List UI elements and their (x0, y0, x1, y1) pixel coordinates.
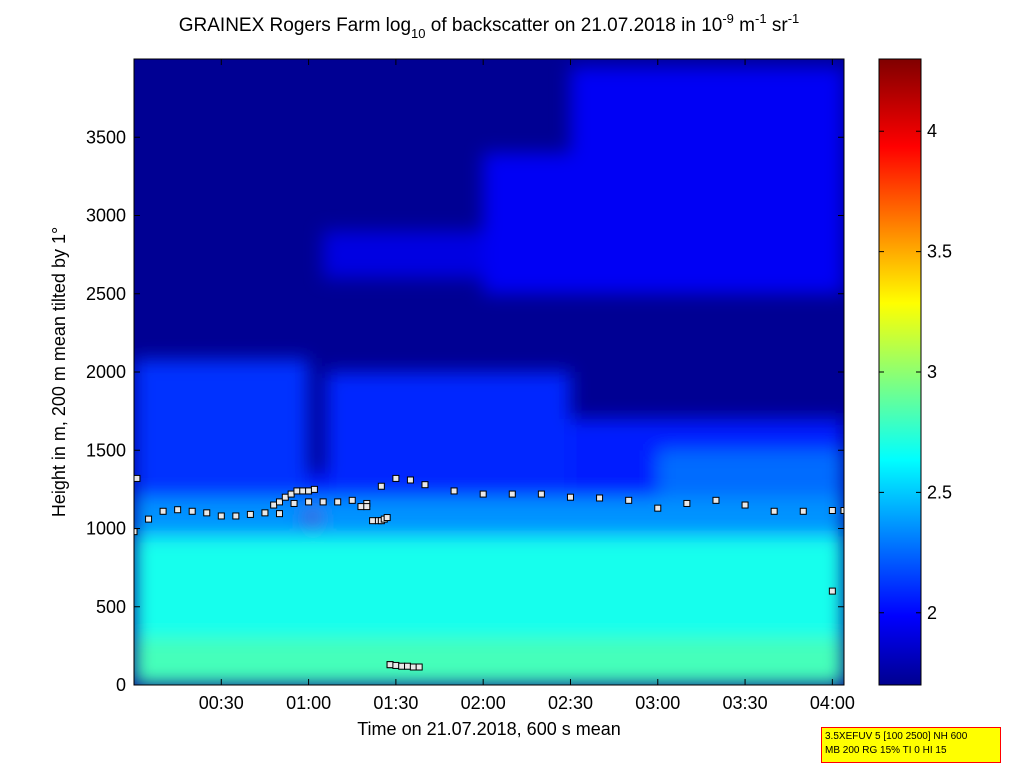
layer-height-marker (537, 490, 545, 498)
layer-height-marker (409, 663, 417, 671)
y-axis-label: Height in m, 200 m mean tilted by 1° (49, 227, 69, 517)
layer-height-marker (386, 661, 394, 669)
layer-height-marker (392, 661, 400, 669)
layer-height-marker (334, 498, 342, 506)
layer-height-marker (840, 507, 844, 515)
x-tick-label: 00:30 (199, 693, 244, 713)
y-tick-label: 500 (96, 597, 126, 617)
layer-height-marker (404, 662, 412, 670)
layer-height-marker (261, 509, 269, 517)
heatmap-cell (570, 66, 844, 169)
heatmap-cell (483, 152, 844, 294)
layer-height-marker (683, 499, 691, 507)
colorbar-tick-label: 3.5 (927, 242, 952, 262)
layer-height-marker (421, 481, 429, 489)
layer-height-marker (596, 494, 604, 502)
layer-height-marker (398, 662, 406, 670)
layer-height-marker (770, 507, 778, 515)
layer-height-marker (134, 528, 138, 536)
heatmap-cell (657, 450, 844, 498)
layer-height-marker (377, 482, 385, 490)
layer-height-marker (348, 496, 356, 504)
layer-height-marker (174, 506, 182, 514)
layer-height-marker (290, 499, 298, 507)
layer-height-marker (363, 503, 371, 511)
heatmap-cell (308, 514, 318, 521)
y-tick-label: 1000 (86, 519, 126, 539)
layer-height-marker (275, 510, 283, 518)
colorbar-axis: 2 2.5 3 3.5 4 (879, 121, 952, 623)
layer-height-marker (299, 487, 307, 495)
y-tick-label: 2000 (86, 362, 126, 382)
heatmap-cell (134, 497, 844, 537)
layer-height-marker (741, 501, 749, 509)
layer-height-marker (232, 512, 240, 520)
layer-height-marker (357, 503, 365, 511)
layer-height-marker (383, 514, 391, 522)
layer-height-marker (479, 490, 487, 498)
layer-height-marker (287, 490, 295, 498)
colorbar-tick-label: 2.5 (927, 482, 952, 502)
x-tick-label: 01:00 (286, 693, 331, 713)
layer-height-marker (415, 663, 423, 671)
layer-height-marker (406, 476, 414, 484)
y-tick-label: 0 (116, 675, 126, 695)
x-tick-label: 02:00 (461, 693, 506, 713)
heatmap-plot (134, 59, 844, 685)
layer-height-marker (828, 587, 836, 595)
chart-title: GRAINEX Rogers Farm log10 of backscatter… (179, 11, 800, 41)
parameter-info-box: 3.5XEFUV 5 [100 2500] NH 600 MB 200 RG 1… (821, 727, 1001, 763)
layer-height-marker (654, 504, 662, 512)
layer-height-marker (246, 510, 254, 518)
layer-height-marker (188, 507, 196, 515)
y-tick-label: 1500 (86, 440, 126, 460)
layer-height-marker (508, 490, 516, 498)
y-tick-label: 3500 (86, 127, 126, 147)
x-tick-label: 04:00 (810, 693, 855, 713)
y-axis: 0 500 1000 1500 2000 2500 3000 3500 (86, 127, 844, 695)
colorbar (878, 58, 922, 686)
layer-height-marker (275, 498, 283, 506)
layer-height-marker (450, 487, 458, 495)
layer-height-marker (159, 507, 167, 515)
layer-height-marker (293, 487, 301, 495)
x-axis-label: Time on 21.07.2018, 600 s mean (357, 719, 621, 739)
x-tick-label: 02:30 (548, 693, 593, 713)
layer-height-marker (145, 515, 153, 523)
layer-height-marker (799, 507, 807, 515)
layer-height-marker (281, 493, 289, 501)
parameter-line-2: MB 200 RG 15% TI 0 HI 15 (825, 745, 947, 756)
x-tick-label: 03:30 (723, 693, 768, 713)
colorbar-tick-label: 2 (927, 603, 937, 623)
layer-height-marker (712, 496, 720, 504)
layer-height-marker (134, 474, 141, 482)
layer-height-marker (319, 498, 327, 506)
layer-height-marker (369, 517, 377, 525)
y-tick-label: 3000 (86, 206, 126, 226)
parameter-line-1: 3.5XEFUV 5 [100 2500] NH 600 (825, 731, 968, 742)
layer-height-marker (305, 498, 313, 506)
layer-height-marker (828, 507, 836, 515)
layer-height-marker (217, 512, 225, 520)
layer-height-marker (203, 509, 211, 517)
colorbar-tick-label: 4 (927, 121, 937, 141)
layer-height-marker (625, 496, 633, 504)
layer-height-marker (566, 493, 574, 501)
colorbar-tick-label: 3 (927, 362, 937, 382)
layer-height-marker (270, 501, 278, 509)
layer-height-marker (392, 474, 400, 482)
layer-height-marker (305, 487, 313, 495)
x-tick-label: 03:00 (635, 693, 680, 713)
heatmap-cell (134, 638, 844, 685)
layer-height-marker (310, 485, 318, 493)
heatmap-cell (323, 231, 484, 279)
x-tick-label: 01:30 (373, 693, 418, 713)
y-tick-label: 2500 (86, 284, 126, 304)
x-axis: 00:30 01:00 01:30 02:00 02:30 03:00 03:30 04:00 (199, 59, 855, 713)
